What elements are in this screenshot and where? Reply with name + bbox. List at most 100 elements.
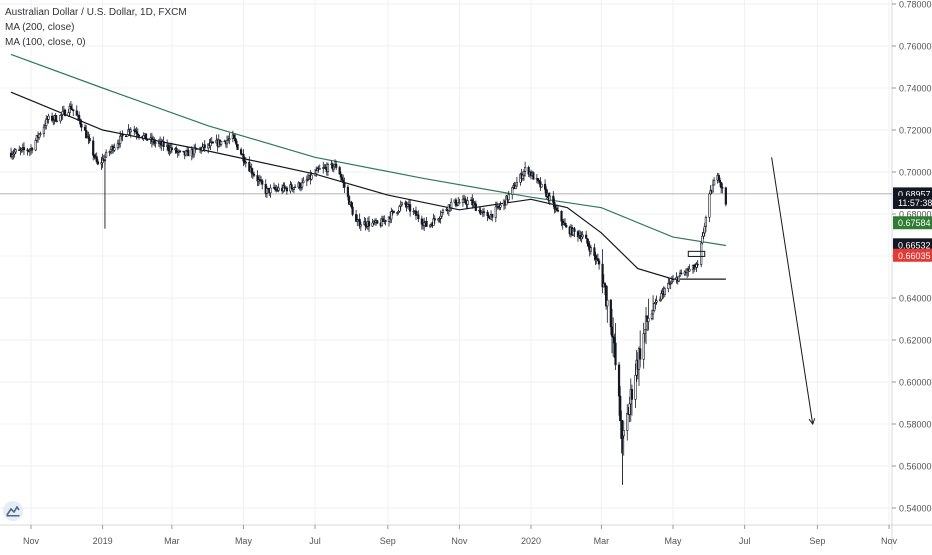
price-label: 0.66532 — [893, 238, 932, 252]
candle — [560, 210, 563, 227]
candle-body — [708, 193, 711, 218]
candle-body — [433, 218, 436, 221]
candle-body — [338, 167, 341, 175]
candle-body — [613, 337, 616, 344]
candle-body — [701, 235, 704, 244]
candle — [454, 197, 457, 208]
candle — [302, 176, 305, 184]
candle — [678, 269, 682, 277]
candle — [617, 361, 621, 416]
candle — [292, 186, 296, 194]
candle — [626, 404, 629, 441]
candle — [55, 115, 58, 123]
candle-body — [593, 247, 596, 257]
candle-body — [486, 211, 489, 217]
candle — [670, 275, 673, 285]
candle-body — [515, 181, 519, 187]
candle — [167, 143, 170, 155]
candle — [606, 286, 609, 323]
candle-body — [137, 134, 141, 137]
candle — [532, 171, 535, 180]
candle-body — [201, 146, 204, 151]
candle-body — [340, 176, 344, 181]
x-tick-label: 2020 — [521, 536, 541, 546]
candle-body — [703, 226, 706, 234]
candle-body — [724, 187, 727, 205]
candle-body — [55, 120, 58, 123]
candle — [629, 378, 632, 422]
candle — [494, 201, 497, 223]
candle-body — [96, 161, 100, 165]
candle — [471, 194, 474, 209]
candle-body — [225, 140, 229, 145]
candle-body — [720, 182, 723, 188]
candle — [195, 147, 198, 150]
x-tick-label: Nov — [881, 536, 898, 546]
candle-body — [543, 183, 547, 190]
candle-body — [670, 280, 673, 284]
candle — [113, 143, 116, 152]
candle — [563, 218, 567, 226]
candle — [482, 207, 486, 217]
candle-body — [655, 300, 658, 303]
candle — [491, 213, 494, 222]
candle — [556, 206, 560, 213]
candle — [718, 177, 722, 187]
candle — [417, 210, 420, 223]
candle-body — [596, 258, 600, 262]
candle — [162, 136, 165, 151]
candle-body — [339, 173, 342, 178]
candle — [34, 137, 37, 152]
y-tick-label: 0.58000 — [899, 420, 932, 430]
candle-body — [614, 342, 617, 366]
candle-body — [606, 299, 609, 307]
candle — [315, 166, 318, 177]
candle-body — [54, 115, 57, 122]
candle — [644, 306, 648, 345]
candle-body — [95, 156, 98, 163]
candle-body — [458, 202, 461, 204]
candle-body — [581, 234, 584, 238]
candle — [236, 143, 239, 151]
candle-body — [109, 149, 112, 152]
candle-body — [61, 111, 64, 115]
candle — [596, 253, 600, 262]
candle — [14, 148, 17, 155]
candle — [305, 175, 308, 187]
candle — [261, 178, 264, 190]
candle-body — [619, 395, 622, 421]
price-label: 0.66035 — [893, 248, 932, 262]
candle — [153, 137, 156, 147]
candle-body — [466, 200, 469, 205]
candle-body — [660, 293, 663, 300]
candle-body — [235, 140, 238, 145]
candle — [597, 258, 601, 270]
price-label: 0.67584 — [893, 216, 932, 230]
candle-body — [560, 210, 563, 222]
candle-body — [718, 179, 722, 183]
candle — [83, 124, 87, 131]
candle — [390, 207, 393, 224]
candle — [680, 269, 683, 275]
candle-body — [121, 134, 124, 137]
candle-body — [634, 375, 637, 400]
candle — [137, 133, 141, 140]
candle — [579, 230, 582, 242]
grid — [0, 0, 892, 525]
candle — [105, 149, 108, 159]
candle-body — [522, 171, 526, 176]
tradingview-logo-icon[interactable] — [3, 501, 23, 521]
candle-body — [170, 147, 173, 151]
price-label-bg — [893, 216, 932, 230]
y-tick-label: 0.74000 — [899, 84, 932, 94]
candle-body — [331, 163, 334, 170]
candle-body — [14, 149, 17, 153]
candle-body — [142, 135, 145, 139]
candle — [95, 152, 98, 164]
candle — [524, 161, 527, 177]
candle-body — [135, 131, 138, 135]
candle-body — [351, 206, 354, 215]
candle — [711, 179, 715, 193]
candles — [9, 100, 727, 456]
